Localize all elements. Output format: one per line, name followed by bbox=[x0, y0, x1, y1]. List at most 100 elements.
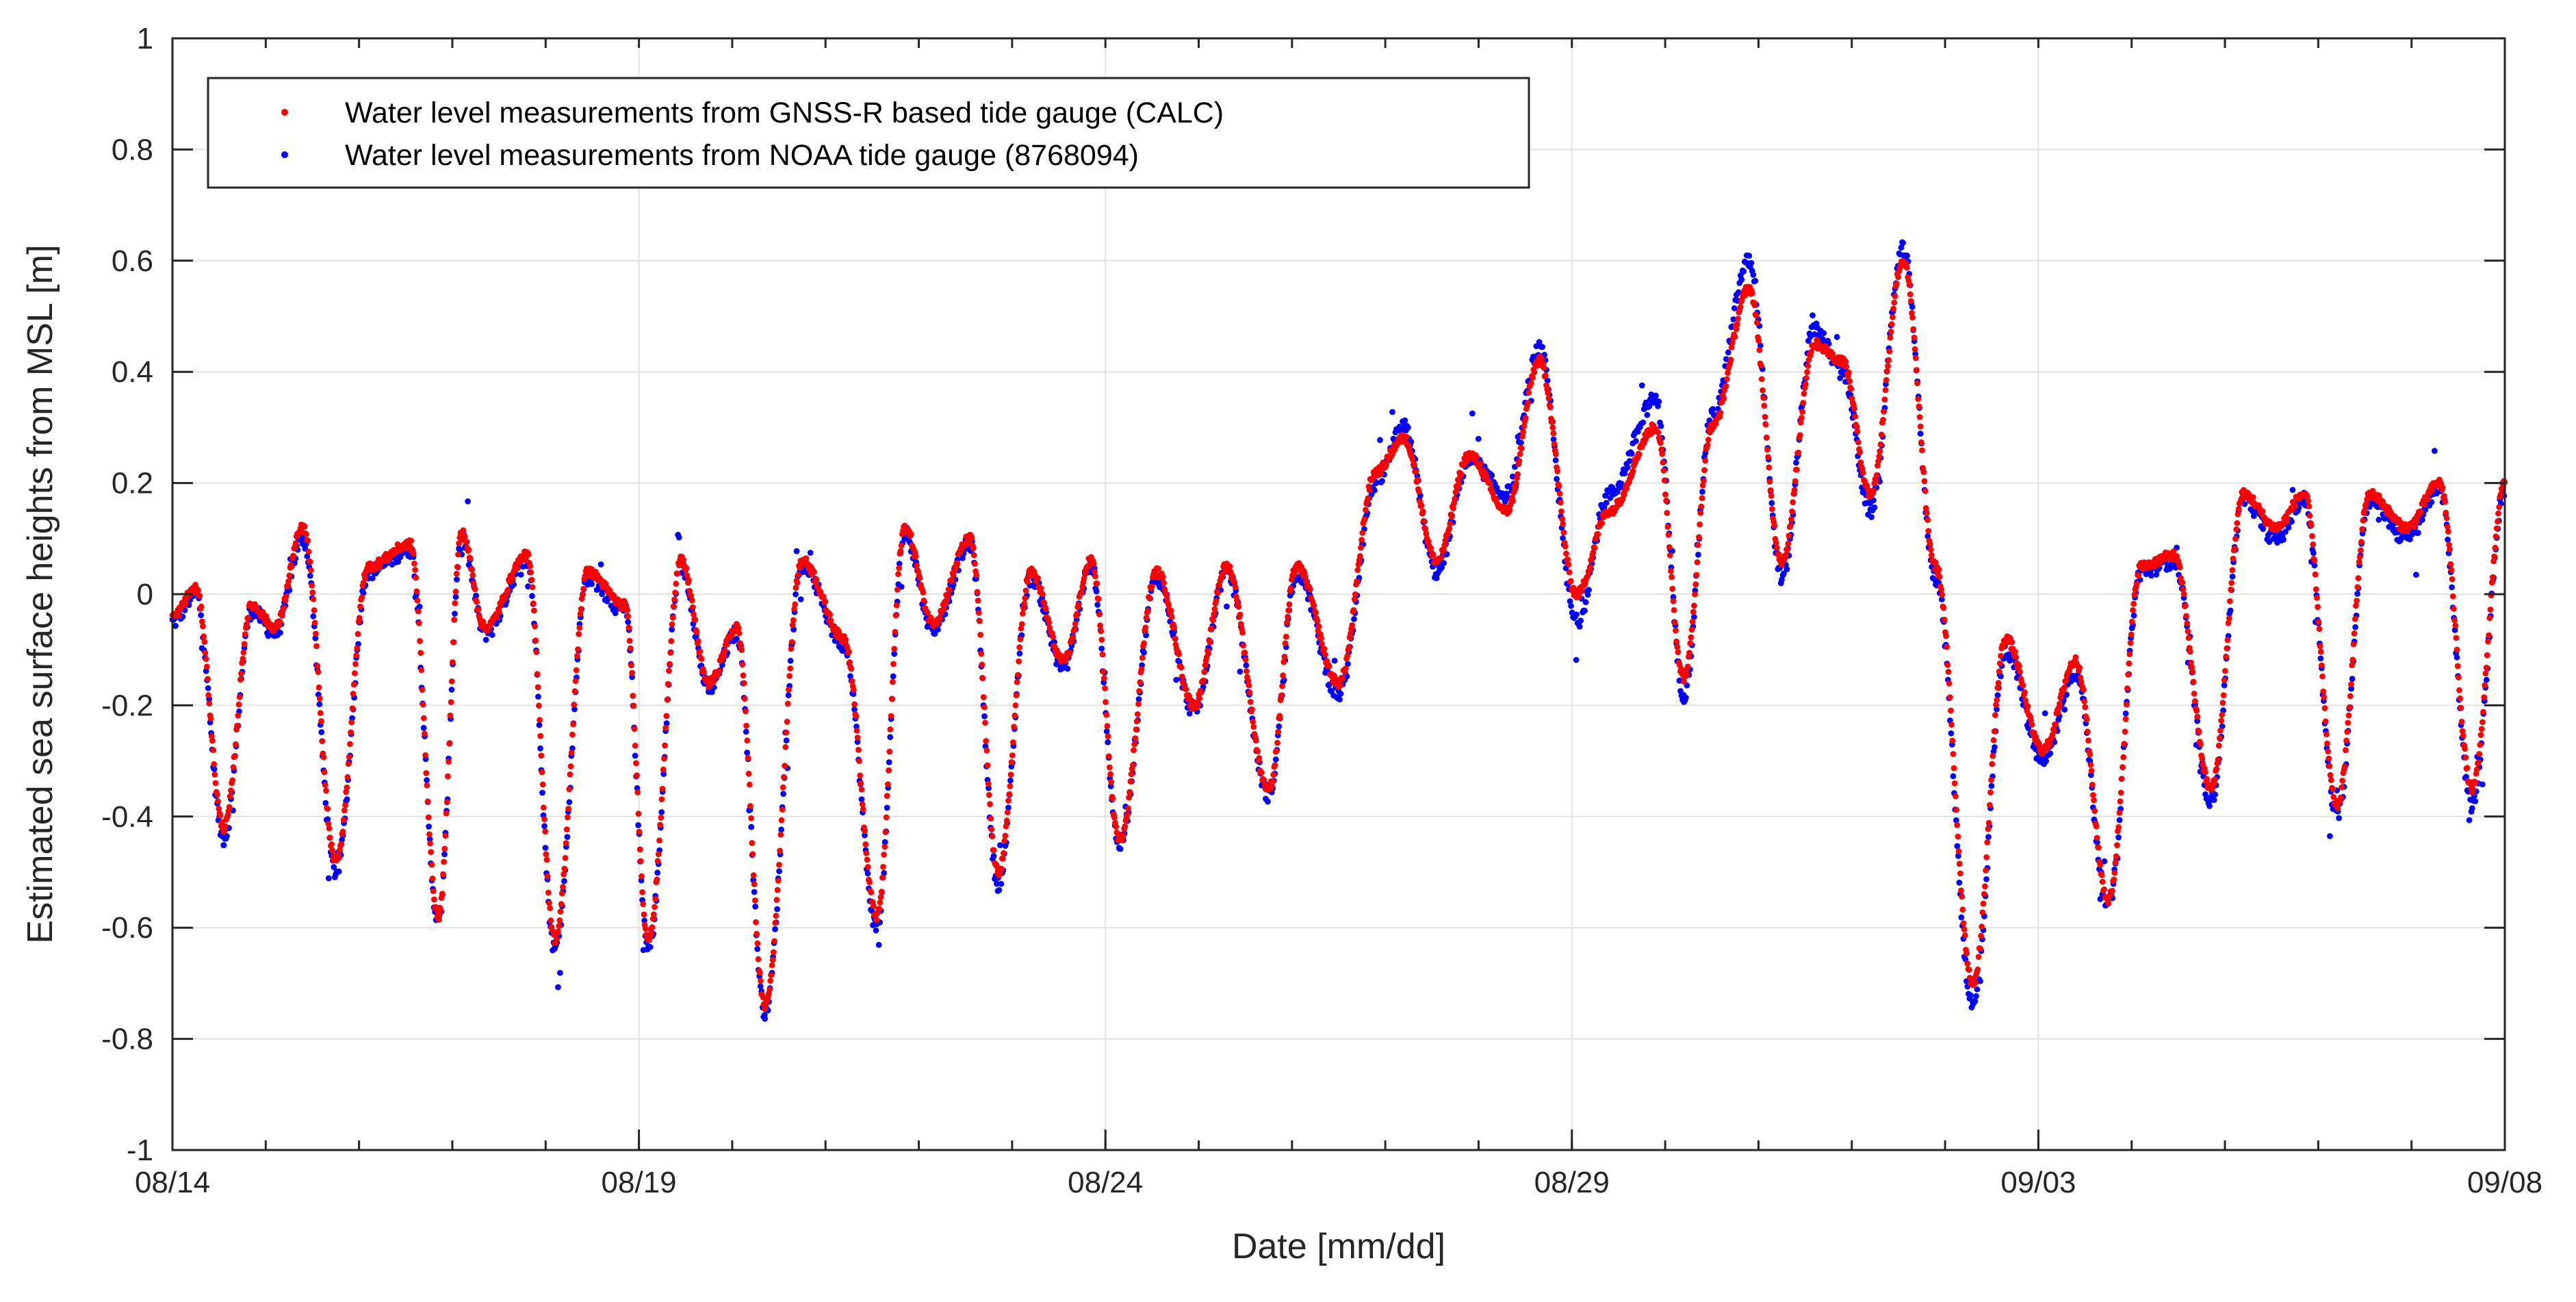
data-point bbox=[1079, 588, 1085, 595]
data-point bbox=[536, 722, 543, 728]
data-point bbox=[740, 672, 747, 679]
data-point bbox=[469, 572, 476, 578]
data-point bbox=[1035, 575, 1041, 581]
data-point bbox=[1666, 544, 1673, 550]
data-point bbox=[1692, 591, 1699, 598]
data-point bbox=[1951, 780, 1958, 787]
data-point bbox=[2122, 710, 2129, 717]
data-point bbox=[1775, 550, 1782, 557]
data-point bbox=[878, 889, 885, 895]
data-point bbox=[2135, 572, 2142, 579]
data-point bbox=[1014, 679, 1020, 685]
data-point bbox=[1989, 753, 1996, 759]
data-point bbox=[857, 772, 864, 779]
data-point bbox=[2232, 545, 2238, 552]
data-point bbox=[415, 608, 422, 615]
data-point bbox=[577, 611, 584, 617]
data-point bbox=[1591, 544, 1598, 551]
data-point bbox=[1549, 418, 1556, 425]
data-point bbox=[1506, 507, 1513, 513]
data-point bbox=[920, 597, 927, 604]
data-point bbox=[240, 649, 247, 656]
data-point bbox=[1917, 423, 1924, 430]
data-point bbox=[778, 826, 784, 833]
data-point bbox=[1071, 626, 1078, 633]
data-point bbox=[792, 601, 799, 608]
data-point bbox=[1794, 466, 1800, 473]
data-point bbox=[1473, 453, 1480, 460]
data-point bbox=[2093, 823, 2100, 830]
data-point bbox=[342, 802, 348, 808]
data-point bbox=[531, 607, 537, 614]
data-point bbox=[326, 834, 333, 841]
data-point bbox=[2227, 598, 2233, 604]
data-point bbox=[315, 684, 322, 691]
data-point bbox=[1920, 469, 1927, 476]
data-point bbox=[1573, 656, 1580, 663]
data-point bbox=[325, 821, 332, 827]
data-point bbox=[1751, 302, 1758, 309]
data-point bbox=[881, 839, 888, 845]
data-point bbox=[2109, 887, 2115, 894]
data-point bbox=[2227, 607, 2234, 614]
data-point bbox=[1929, 552, 1935, 559]
data-point bbox=[357, 603, 363, 610]
data-point bbox=[1107, 771, 1113, 778]
data-point bbox=[1875, 458, 1882, 465]
data-point bbox=[1232, 584, 1239, 590]
data-point bbox=[1909, 314, 1916, 321]
data-point bbox=[695, 638, 701, 645]
data-point bbox=[1313, 609, 1319, 616]
data-point bbox=[1442, 537, 1449, 544]
data-point bbox=[322, 782, 329, 789]
data-point bbox=[1699, 489, 1705, 495]
data-point bbox=[2105, 899, 2112, 906]
data-point bbox=[346, 754, 352, 760]
data-point bbox=[1419, 508, 1426, 515]
data-point bbox=[1531, 369, 1538, 376]
data-point bbox=[881, 843, 888, 850]
data-point bbox=[301, 523, 308, 530]
data-point bbox=[2212, 791, 2219, 797]
data-point bbox=[359, 594, 365, 601]
data-point bbox=[1132, 735, 1139, 741]
data-point bbox=[195, 587, 201, 593]
data-point bbox=[1877, 448, 1883, 455]
data-point bbox=[1793, 459, 1799, 466]
data-point bbox=[2280, 537, 2287, 543]
data-point bbox=[625, 613, 632, 620]
data-point bbox=[1279, 683, 1285, 689]
data-point bbox=[2130, 607, 2137, 613]
data-point bbox=[231, 753, 238, 759]
data-point bbox=[1104, 723, 1111, 730]
data-point bbox=[2115, 824, 2122, 830]
data-point bbox=[410, 550, 417, 557]
data-point bbox=[1723, 356, 1729, 362]
data-point bbox=[1066, 649, 1073, 656]
data-point bbox=[335, 868, 342, 875]
data-point bbox=[2114, 842, 2120, 849]
data-point bbox=[1354, 578, 1361, 585]
data-point bbox=[1730, 316, 1737, 322]
data-point bbox=[546, 899, 552, 906]
data-point bbox=[1955, 853, 1961, 859]
data-point bbox=[1958, 887, 1964, 894]
data-point bbox=[2089, 782, 2096, 788]
data-point bbox=[895, 571, 901, 578]
data-point bbox=[1242, 656, 1249, 663]
data-point bbox=[2317, 655, 2324, 662]
data-point bbox=[1124, 811, 1131, 818]
data-point bbox=[1857, 449, 1864, 456]
data-point bbox=[774, 906, 780, 912]
data-point bbox=[473, 592, 479, 599]
data-point bbox=[892, 612, 899, 619]
data-point bbox=[1000, 855, 1006, 862]
data-point bbox=[1757, 362, 1764, 369]
data-point bbox=[528, 576, 535, 583]
data-point bbox=[2445, 536, 2451, 543]
data-point bbox=[561, 865, 568, 872]
data-point bbox=[413, 574, 420, 581]
data-point bbox=[545, 889, 552, 896]
data-point bbox=[2097, 896, 2104, 902]
data-point bbox=[1411, 461, 1417, 468]
